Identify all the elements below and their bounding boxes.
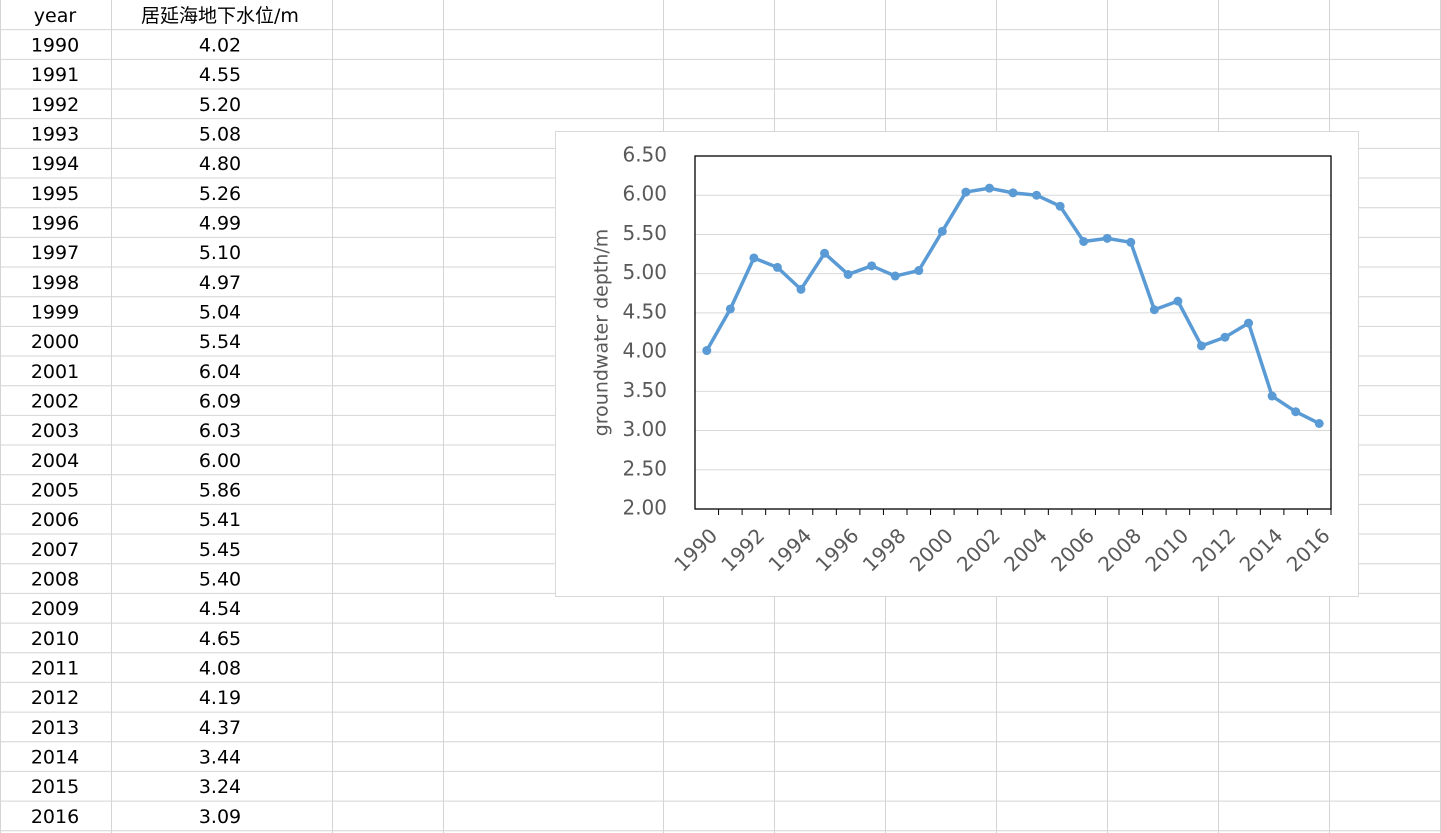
year-cell: 2006	[31, 509, 79, 531]
value-cell: 5.86	[199, 480, 241, 502]
value-cell: 5.08	[199, 123, 241, 145]
value-cell: 4.08	[199, 658, 241, 680]
year-cell: 2011	[31, 658, 79, 680]
value-cell: 4.55	[199, 64, 241, 86]
chart: 2.00 2.50 3.00 3.50 4.00 4.50 5.00 5.50 6.00 6.50…	[555, 131, 1359, 597]
value-cell: 4.54	[199, 598, 241, 620]
y-tick-label: 6.00	[622, 182, 667, 206]
value-cell: 4.02	[199, 34, 241, 56]
y-tick-label: 2.50	[622, 456, 667, 480]
data-point	[725, 304, 735, 314]
value-cell: 6.03	[199, 420, 241, 442]
data-point	[1314, 418, 1324, 428]
year-cell: 2004	[31, 450, 79, 472]
value-cell: 4.99	[199, 213, 241, 235]
value-cell: 5.26	[199, 183, 241, 205]
year-cell: 1996	[31, 213, 79, 235]
value-cell: 6.00	[199, 450, 241, 472]
y-tick-label: 5.50	[622, 221, 667, 245]
value-cell: 5.10	[199, 242, 241, 264]
data-point	[1267, 391, 1277, 401]
year-cell: 1990	[31, 34, 79, 56]
value-cell: 3.09	[199, 806, 241, 828]
data-point	[843, 269, 853, 279]
y-tick-label: 6.50	[622, 143, 667, 167]
year-cell: 1994	[31, 153, 79, 175]
data-point	[772, 262, 782, 272]
year-cell: 1991	[31, 64, 79, 86]
data-point	[702, 346, 712, 356]
data-point	[1196, 341, 1206, 351]
year-cell: 1993	[31, 123, 79, 145]
year-cell: 1997	[31, 242, 79, 264]
value-cell: 4.65	[199, 628, 241, 650]
year-cell: 2014	[31, 747, 79, 769]
y-axis-title: groundwater depth/m	[591, 229, 613, 437]
y-tick-label: 4.50	[622, 299, 667, 323]
year-cell: 2016	[31, 806, 79, 828]
data-point	[749, 253, 759, 263]
data-point	[1126, 237, 1136, 247]
value-cell: 4.19	[199, 687, 241, 709]
year-cell: 1998	[31, 272, 79, 294]
data-point	[961, 187, 971, 197]
year-cell: 2012	[31, 687, 79, 709]
column-header: 居延海地下水位/m	[141, 5, 299, 27]
data-point	[890, 271, 900, 281]
value-cell: 5.54	[199, 331, 241, 353]
data-point	[937, 226, 947, 236]
year-cell: 1995	[31, 183, 79, 205]
value-cell: 5.40	[199, 569, 241, 591]
year-cell: 2013	[31, 717, 79, 739]
data-point	[796, 284, 806, 294]
year-cell: 1992	[31, 94, 79, 116]
data-point	[1173, 296, 1183, 306]
year-cell: 2007	[31, 539, 79, 561]
value-cell: 6.04	[199, 361, 241, 383]
year-cell: 2005	[31, 480, 79, 502]
data-point	[1032, 190, 1042, 200]
y-tick-label: 3.50	[622, 378, 667, 402]
data-point	[914, 266, 924, 276]
data-point	[1244, 318, 1254, 328]
data-point	[1220, 332, 1230, 342]
data-point	[820, 248, 830, 258]
value-cell: 3.24	[199, 776, 241, 798]
year-cell: 2008	[31, 569, 79, 591]
plot-frame	[694, 155, 1332, 510]
data-point	[1055, 201, 1065, 211]
year-cell: 2010	[31, 628, 79, 650]
year-cell: 2015	[31, 776, 79, 798]
data-point	[1079, 237, 1089, 247]
year-cell: 2003	[31, 420, 79, 442]
data-point	[1291, 407, 1301, 417]
year-cell: 2009	[31, 598, 79, 620]
year-cell: 2002	[31, 391, 79, 413]
y-tick-label: 3.00	[622, 417, 667, 441]
year-cell: 2001	[31, 361, 79, 383]
value-cell: 6.09	[199, 391, 241, 413]
value-cell: 4.80	[199, 153, 241, 175]
data-point	[1102, 233, 1112, 243]
value-cell: 4.97	[199, 272, 241, 294]
year-cell: 2000	[31, 331, 79, 353]
y-tick-label: 5.00	[622, 260, 667, 284]
year-cell: 1999	[31, 302, 79, 324]
value-cell: 5.04	[199, 302, 241, 324]
value-cell: 5.20	[199, 94, 241, 116]
column-header: year	[34, 5, 77, 27]
value-cell: 3.44	[199, 747, 241, 769]
value-cell: 4.37	[199, 717, 241, 739]
data-point	[1149, 305, 1159, 315]
data-point	[1008, 188, 1018, 198]
y-tick-label: 2.00	[622, 496, 667, 520]
y-tick-label: 4.00	[622, 339, 667, 363]
data-point	[867, 261, 877, 271]
value-cell: 5.45	[199, 539, 241, 561]
data-point	[984, 183, 994, 193]
chart-area	[555, 131, 1359, 597]
value-cell: 5.41	[199, 509, 241, 531]
